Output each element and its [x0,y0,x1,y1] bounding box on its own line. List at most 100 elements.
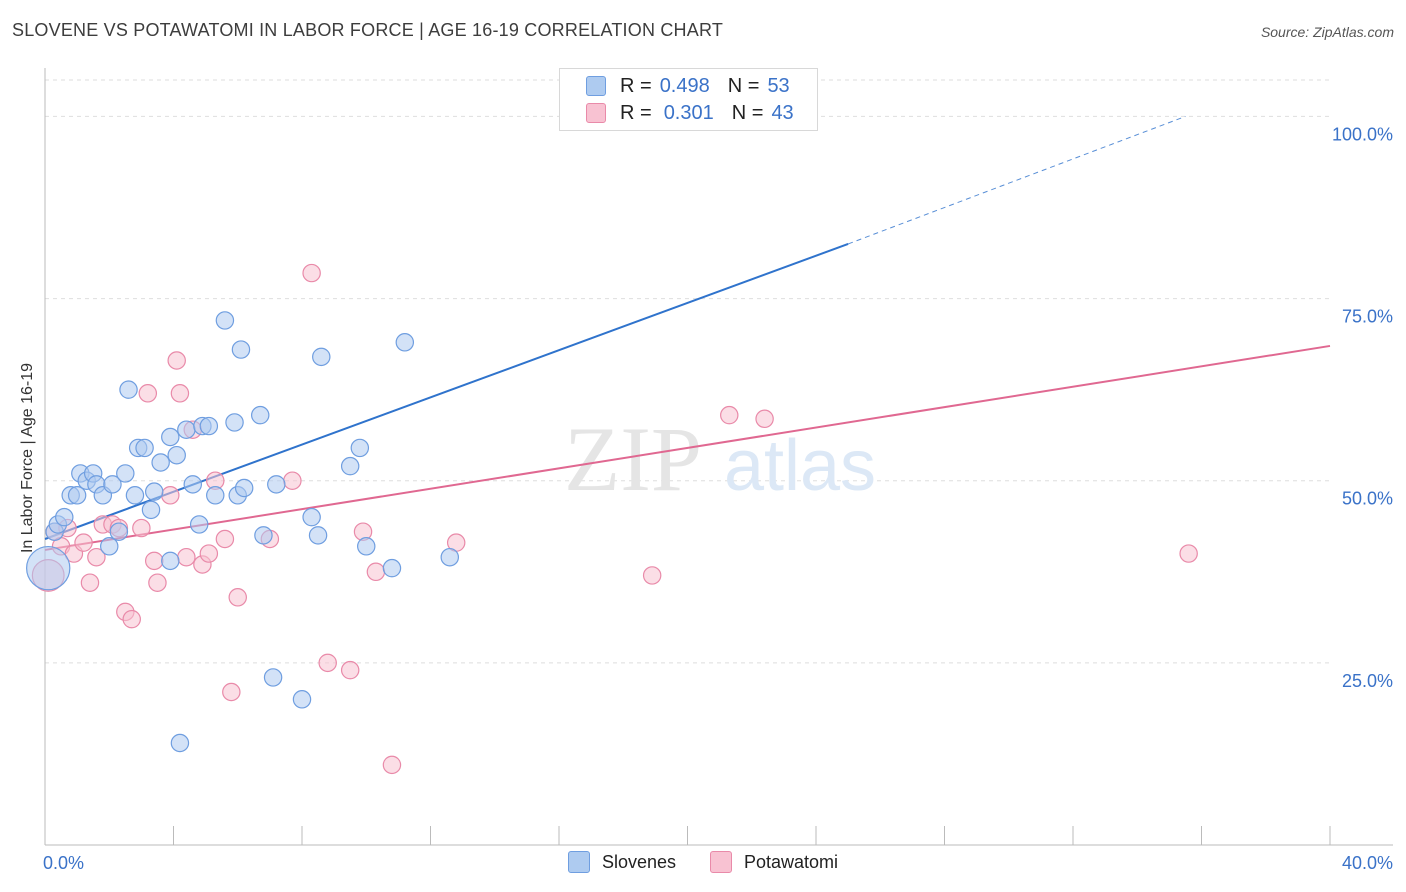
point-slovenes [189,515,209,534]
chart-title: SLOVENE VS POTAWATOMI IN LABOR FORCE | A… [12,20,724,40]
point-potawatomi [148,573,167,592]
legend-n-value: 53 [767,74,790,97]
legend-item-slovenes[interactable]: Slovenes [567,851,676,873]
point-potawatomi [122,609,141,629]
watermark-zip: ZIP [564,408,702,510]
point-slovenes [215,311,235,330]
point-slovenes [302,507,321,527]
legend-row-potawatomi: R = 0.301 N = 43 [586,101,794,125]
point-slovenes [55,507,74,527]
point-potawatomi [132,518,151,538]
data-points [26,107,1198,775]
correlation-legend: R = 0.498 N = 53 R = 0.301 N = 43 [559,68,818,131]
point-slovenes [103,475,122,494]
point-potawatomi [74,533,93,552]
legend-n-label: N = [731,101,764,124]
point-slovenes [177,420,196,439]
point-potawatomi [228,588,247,607]
point-slovenes [231,340,251,359]
x-tick-label: 40.0% [1342,853,1393,873]
point-slovenes [350,438,370,458]
point-potawatomi [215,529,235,549]
point-slovenes [382,558,402,578]
point-potawatomi [80,573,100,592]
trend-lines [44,115,1331,551]
y-tick-label: 75.0% [1342,307,1393,327]
point-potawatomi [222,682,241,702]
legend-label-slovenes: Slovenes [601,851,676,872]
point-potawatomi [755,409,774,429]
point-slovenes [395,333,415,352]
point-slovenes [125,486,145,505]
point-potawatomi [87,547,106,567]
y-tick-label: 50.0% [1342,489,1393,509]
axes [44,68,1393,846]
point-potawatomi [382,755,402,775]
point-potawatomi [170,384,190,403]
point-slovenes [183,475,203,494]
point-potawatomi [1179,544,1198,563]
series-legend: Slovenes Potawatomi [0,851,1406,873]
point-potawatomi [161,486,180,505]
point-slovenes [170,733,190,753]
point-slovenes [151,453,170,472]
legend-r-label: R = [620,74,652,97]
point-potawatomi [318,653,337,673]
trend-line-potawatomi [44,344,1331,551]
point-slovenes [292,690,312,709]
point-slovenes [312,347,331,367]
point-slovenes [67,486,87,505]
point-slovenes [234,478,254,498]
point-slovenes [254,526,273,545]
legend-swatch-potawatomi [710,851,732,873]
legend-item-potawatomi[interactable]: Potawatomi [710,851,838,873]
point-slovenes [109,522,129,541]
legend-row-slovenes: R = 0.498 N = 53 [586,74,790,98]
point-slovenes [161,427,180,447]
point-potawatomi [138,384,158,403]
watermark-atlas: atlas [724,426,876,506]
point-slovenes [357,537,376,556]
point-potawatomi [167,351,186,370]
point-slovenes [340,456,360,476]
point-slovenes [26,545,71,591]
legend-n-label: N = [727,74,760,97]
point-potawatomi [302,263,321,283]
y-tick-label: 100.0% [1332,124,1393,144]
point-slovenes [225,413,244,432]
tick-labels: 25.0% 50.0% 75.0% 100.0% 0.0% 40.0% [43,124,1393,873]
point-potawatomi [177,547,196,567]
point-slovenes [199,416,219,436]
legend-swatch-slovenes [567,851,590,873]
point-slovenes [267,475,286,494]
point-slovenes [440,547,460,567]
legend-r-label: R = [620,101,652,124]
trend-line-slovenes [44,242,849,540]
legend-n-value: 43 [771,101,794,124]
point-slovenes [308,526,328,545]
point-potawatomi [366,562,386,582]
point-slovenes [119,380,138,399]
point-slovenes [206,486,225,505]
legend-r-value: 0.301 [663,101,714,124]
point-slovenes [100,537,119,556]
point-potawatomi [199,544,219,563]
x-tick-label: 0.0% [43,853,84,873]
point-slovenes [141,500,161,520]
watermark: ZIP atlas [564,408,876,510]
source-credit: Source: ZipAtlas.com [1260,24,1394,40]
y-axis-label: In Labor Force | Age 16-19 [19,362,36,554]
legend-r-value: 0.498 [659,74,710,97]
trend-line-slovenes-extension [847,115,1186,245]
point-slovenes [116,464,135,483]
y-tick-label: 25.0% [1342,671,1393,691]
point-slovenes [161,551,180,571]
point-potawatomi [283,471,302,490]
legend-swatch-potawatomi [586,103,606,123]
legend-swatch-slovenes [586,76,606,96]
point-slovenes [144,482,164,501]
point-slovenes [250,405,270,425]
point-potawatomi [144,551,164,571]
legend-label-potawatomi: Potawatomi [744,851,839,872]
point-potawatomi [642,566,662,585]
